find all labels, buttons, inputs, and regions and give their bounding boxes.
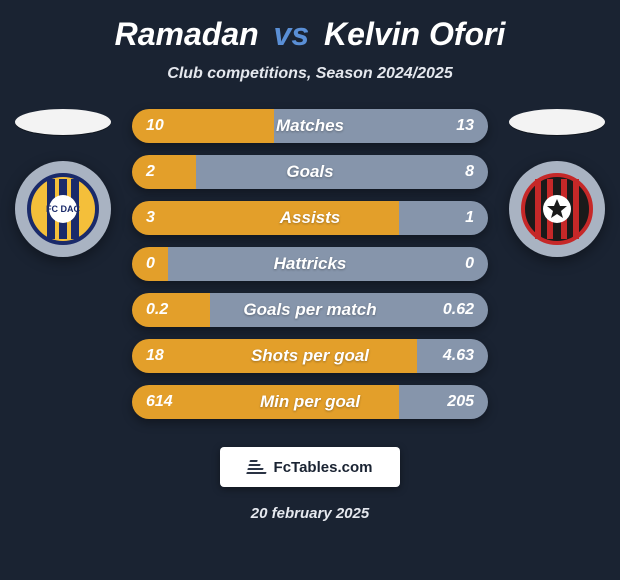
stat-left-value: 10 [146, 117, 164, 135]
stat-bar: 0 0 Hattricks [132, 247, 488, 281]
stat-bar: 3 1 Assists [132, 201, 488, 235]
stat-left-segment: 10 [132, 109, 274, 143]
stat-left-segment: 0.2 [132, 293, 210, 327]
stat-label: Assists [280, 208, 340, 228]
vs-word: vs [274, 16, 310, 52]
stat-right-value: 0.62 [443, 301, 474, 319]
stat-right-segment: 205 [399, 385, 488, 419]
stat-left-value: 0 [146, 255, 155, 273]
stat-label: Goals per match [243, 300, 376, 320]
player2-avatar-placeholder [509, 109, 605, 135]
club1-crest-icon: FC DAC [27, 173, 99, 245]
club2-crest-icon [521, 173, 593, 245]
fctables-label: FcTables.com [274, 459, 373, 476]
stats-column: 10 13 Matches 2 8 Goals 3 1 Assists 0 0 Hattricks 0.… [132, 109, 488, 419]
stat-left-segment: 2 [132, 155, 196, 189]
stat-left-segment: 0 [132, 247, 168, 281]
player1-avatar-placeholder [15, 109, 111, 135]
stat-bar: 614 205 Min per goal [132, 385, 488, 419]
stat-label: Shots per goal [251, 346, 369, 366]
left-side: FC DAC [8, 109, 118, 257]
player2-name: Kelvin Ofori [324, 16, 505, 52]
stat-left-value: 2 [146, 163, 155, 181]
stat-label: Hattricks [274, 254, 347, 274]
stat-label: Goals [286, 162, 333, 182]
subtitle: Club competitions, Season 2024/2025 [0, 65, 620, 83]
stat-right-value: 1 [465, 209, 474, 227]
stat-left-value: 0.2 [146, 301, 168, 319]
stat-right-segment: 1 [399, 201, 488, 235]
stat-right-value: 0 [465, 255, 474, 273]
stat-bar: 2 8 Goals [132, 155, 488, 189]
stat-right-value: 4.63 [443, 347, 474, 365]
stat-label: Min per goal [260, 392, 360, 412]
comparison-card: Ramadan vs Kelvin Ofori Club competition… [0, 0, 620, 580]
stat-left-segment: 3 [132, 201, 399, 235]
stat-right-segment: 4.63 [417, 339, 488, 373]
stat-right-value: 8 [465, 163, 474, 181]
stat-bar: 0.2 0.62 Goals per match [132, 293, 488, 327]
stat-left-value: 18 [146, 347, 164, 365]
stat-bar: 10 13 Matches [132, 109, 488, 143]
stat-right-segment: 8 [196, 155, 488, 189]
page-title: Ramadan vs Kelvin Ofori [0, 16, 620, 53]
stat-left-value: 614 [146, 393, 173, 411]
snapshot-date: 20 february 2025 [0, 505, 620, 522]
club1-badge: FC DAC [15, 161, 111, 257]
fctables-watermark: FcTables.com [220, 447, 400, 487]
stat-right-value: 13 [456, 117, 474, 135]
player1-name: Ramadan [115, 16, 259, 52]
svg-text:FC DAC: FC DAC [46, 204, 80, 214]
main-row: FC DAC 10 13 Matches 2 8 Goals 3 1 Assists 0 0 Hatt… [0, 109, 620, 419]
club2-badge [509, 161, 605, 257]
right-side [502, 109, 612, 257]
stat-right-value: 205 [447, 393, 474, 411]
stat-bar: 18 4.63 Shots per goal [132, 339, 488, 373]
stat-left-value: 3 [146, 209, 155, 227]
fctables-logo-icon [246, 460, 270, 474]
stat-label: Matches [276, 116, 344, 136]
